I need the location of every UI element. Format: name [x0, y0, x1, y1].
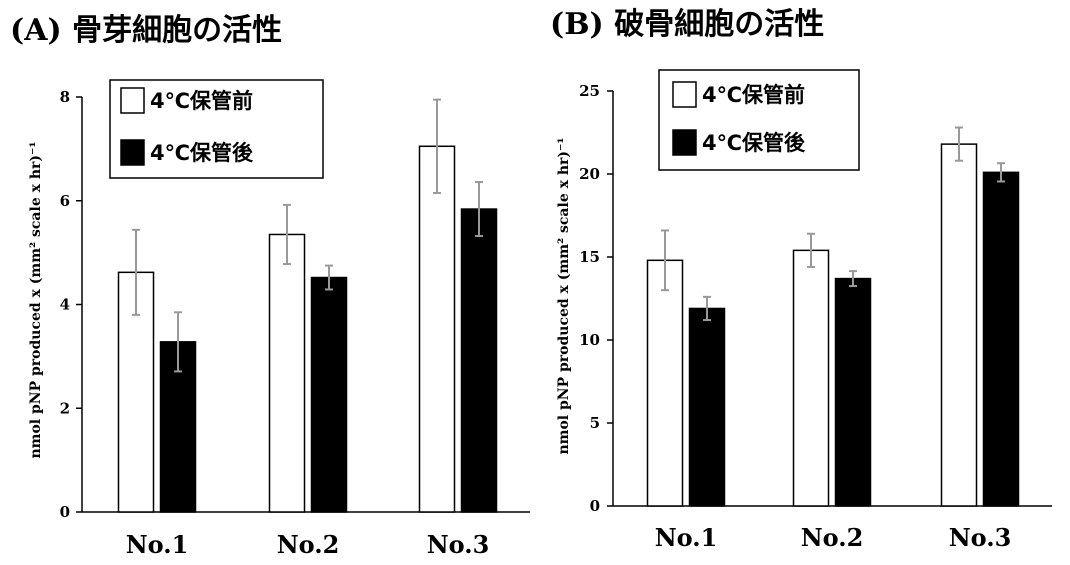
chart-b-legend-swatch-after: [672, 129, 697, 156]
chart-b-legend-label-after: 4℃保管後: [702, 131, 806, 155]
chart-a: (A) 骨芽細胞の活性 nmol pNP produced x (mm² sca…: [10, 13, 530, 559]
chart-a-bar-before: [418, 145, 456, 513]
chart-b-category-label: No.1: [655, 523, 718, 552]
chart-a-bar-before: [268, 233, 306, 513]
chart-a-y-tick-label: 4: [60, 296, 70, 314]
chart-b-title: (B) 破骨細胞の活性: [550, 7, 824, 42]
chart-b-bar-after: [688, 307, 726, 507]
chart-a-y-tick-label: 0: [60, 503, 70, 521]
chart-b-category-label: No.3: [949, 523, 1012, 552]
chart-a-y-tick-label: 2: [60, 399, 70, 417]
chart-a-title: (A) 骨芽細胞の活性: [10, 13, 282, 48]
chart-b-y-axis-label: nmol pNP produced x (mm² scale x hr)⁻¹: [556, 137, 572, 454]
chart-b-legend-label-before: 4℃保管前: [702, 83, 805, 107]
chart-b-bar-before: [792, 249, 830, 507]
chart-a-category-label: No.1: [126, 530, 189, 559]
chart-b-y-tick-label: 10: [579, 331, 600, 349]
chart-a-y-tick-label: 8: [60, 88, 70, 106]
chart-a-y-tick-label: 6: [60, 192, 70, 210]
chart-a-category-label: No.2: [277, 530, 340, 559]
chart-b-bar-after: [834, 277, 872, 507]
chart-a-legend-box: [109, 79, 324, 179]
chart-b: (B) 破骨細胞の活性 nmol pNP produced x (mm² sca…: [550, 7, 1052, 552]
chart-a-bar-after: [460, 208, 498, 513]
chart-a-y-axis-label: nmol pNP produced x (mm² scale x hr)⁻¹: [28, 141, 44, 458]
chart-a-bar-after: [310, 276, 348, 513]
chart-a-category-label: No.3: [427, 530, 490, 559]
chart-b-y-tick-label: 5: [590, 414, 600, 432]
chart-b-bar-after: [982, 171, 1020, 507]
chart-a-legend: 4℃保管前 4℃保管後: [109, 79, 324, 179]
chart-b-legend: 4℃保管前 4℃保管後: [658, 69, 860, 171]
chart-b-bar-before: [940, 143, 978, 507]
chart-b-legend-swatch-before: [672, 81, 697, 108]
chart-b-y-tick-label: 25: [579, 82, 600, 100]
chart-a-legend-swatch-after: [120, 139, 145, 166]
chart-b-bar-before: [646, 259, 684, 507]
chart-b-y-tick-label: 20: [579, 165, 600, 183]
chart-a-legend-label-after: 4℃保管後: [150, 141, 254, 165]
chart-b-y-tick-label: 0: [590, 497, 600, 515]
chart-a-legend-label-before: 4℃保管前: [150, 89, 253, 113]
chart-b-y-tick-label: 15: [579, 248, 600, 266]
chart-a-legend-swatch-before: [120, 87, 145, 114]
chart-b-category-label: No.2: [801, 523, 864, 552]
